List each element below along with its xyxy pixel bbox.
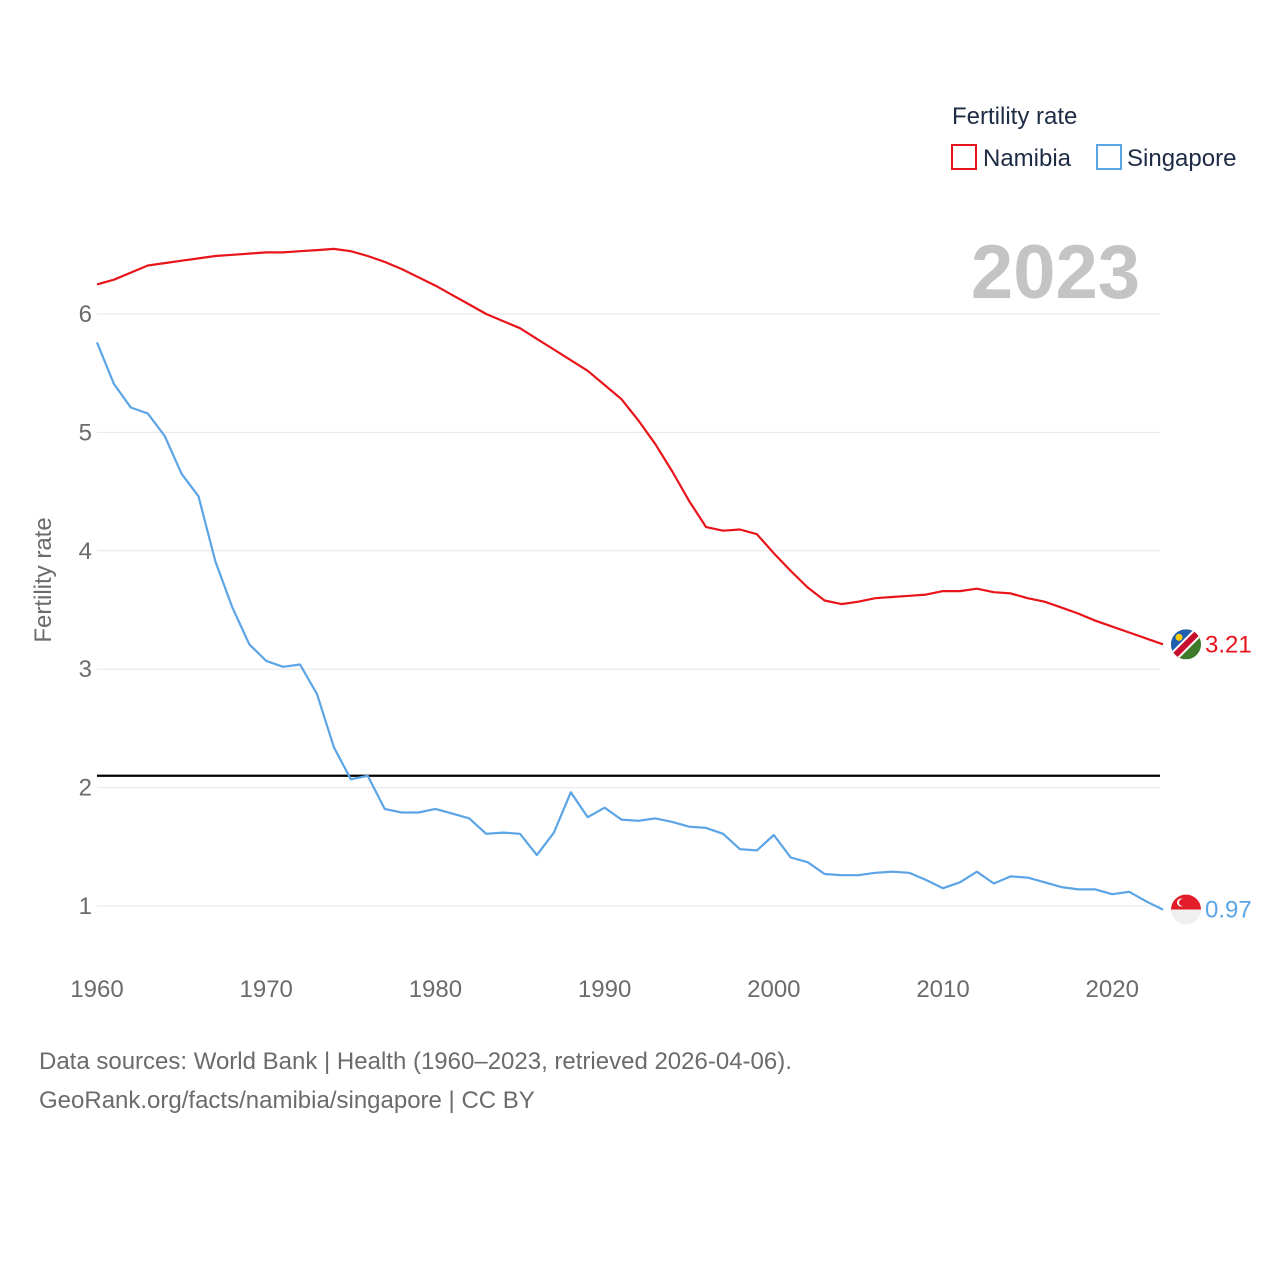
y-tick-label-4: 4 <box>79 538 92 565</box>
y-tick-label-2: 2 <box>79 775 92 802</box>
footer-credit[interactable]: GeoRank.org/facts/namibia/singapore | CC… <box>39 1087 535 1114</box>
y-tick-label-5: 5 <box>79 419 92 446</box>
legend-title: Fertility rate <box>952 103 1077 130</box>
end-label-layer: 3.21 0.97 <box>1171 629 1252 925</box>
y-tick-label-1: 1 <box>79 893 92 920</box>
x-tick-label-2000: 2000 <box>747 976 800 1003</box>
series-layer <box>95 247 1164 911</box>
end-label-singapore: 0.97 <box>1205 897 1252 924</box>
x-tick-label-1970: 1970 <box>240 976 293 1003</box>
namibia-flag-icon <box>1171 629 1201 660</box>
legend-swatch-singapore <box>1096 144 1122 170</box>
year-label: 2023 <box>971 230 1140 315</box>
x-tick-label-1980: 1980 <box>409 976 462 1003</box>
footer-sources: Data sources: World Bank | Health (1960–… <box>39 1048 792 1075</box>
x-tick-label-2020: 2020 <box>1086 976 1139 1003</box>
y-axis-title: Fertility rate <box>30 517 57 642</box>
grid-layer: 1 2 3 4 5 6 1960 1970 1980 1990 2000 2010 2020 <box>70 301 1160 1003</box>
legend-label-namibia[interactable]: Namibia <box>983 145 1072 172</box>
end-label-namibia: 3.21 <box>1205 631 1252 658</box>
y-tick-label-3: 3 <box>79 656 92 683</box>
legend[interactable]: Fertility rate Namibia Singapore <box>951 103 1236 172</box>
legend-label-singapore[interactable]: Singapore <box>1127 145 1236 172</box>
y-tick-label-6: 6 <box>79 301 92 328</box>
singapore-flag-icon <box>1171 894 1201 925</box>
x-tick-label-1990: 1990 <box>578 976 631 1003</box>
series-line-namibia[interactable] <box>96 247 1164 646</box>
x-tick-label-2010: 2010 <box>916 976 969 1003</box>
x-tick-label-1960: 1960 <box>70 976 123 1003</box>
series-line-singapore[interactable] <box>95 341 1164 911</box>
legend-swatch-namibia <box>951 144 977 170</box>
